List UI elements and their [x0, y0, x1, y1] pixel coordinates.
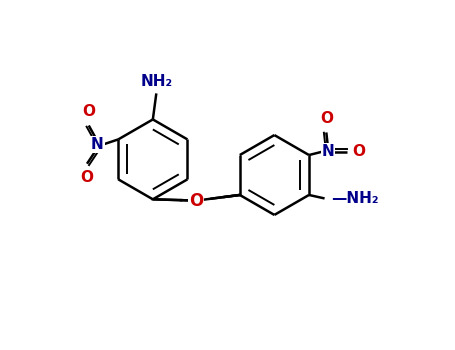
Text: O: O — [189, 191, 203, 210]
Text: N: N — [91, 137, 104, 152]
Text: O: O — [320, 111, 333, 126]
Text: NH₂: NH₂ — [140, 74, 172, 89]
Text: O: O — [81, 170, 94, 185]
Text: N: N — [322, 144, 334, 159]
Text: —NH₂: —NH₂ — [332, 191, 379, 206]
Text: O: O — [352, 144, 365, 159]
Text: O: O — [82, 104, 95, 119]
